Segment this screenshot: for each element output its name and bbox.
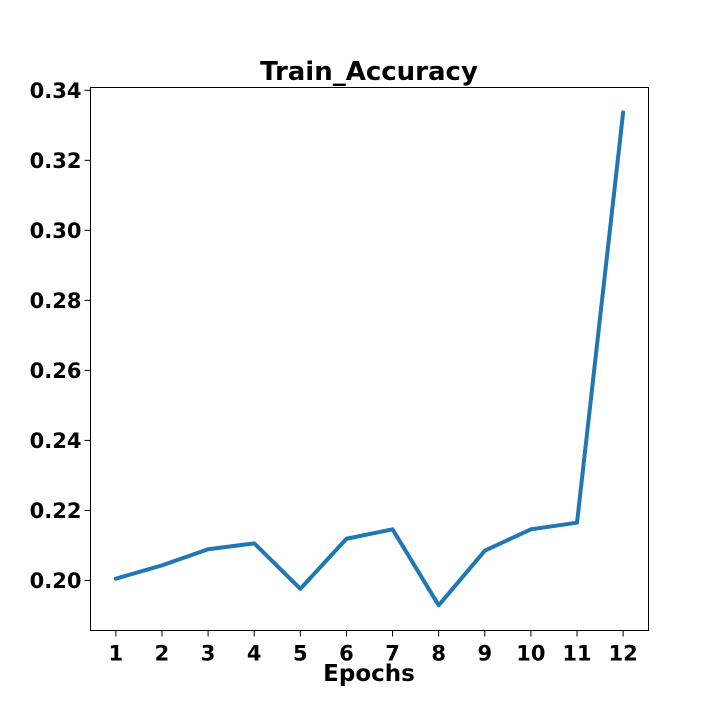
x-tick-label: 12 [609,642,638,666]
y-tick-label: 0.28 [30,289,82,313]
chart-title: Train_Accuracy [260,57,478,87]
x-tick-label: 10 [516,642,545,666]
x-tick-label: 5 [293,642,308,666]
x-tick-label: 4 [247,642,262,666]
x-tick-label: 3 [201,642,216,666]
x-axis-label: Epochs [323,661,415,687]
x-tick-label: 11 [562,642,591,666]
x-tick-label: 6 [339,642,354,666]
y-tick-label: 0.30 [30,219,82,243]
x-tick-label: 9 [477,642,492,666]
y-tick-label: 0.26 [30,359,82,383]
y-tick-label: 0.32 [30,149,82,173]
y-tick-label: 0.34 [30,79,82,103]
x-axis-ticks: 1 2 3 4 5 6 7 8 9 10 11 12 [109,630,638,666]
x-tick-label: 1 [109,642,124,666]
x-tick-label: 8 [431,642,446,666]
y-axis-ticks: 0.20 0.22 0.24 0.26 0.28 0.30 0.32 0.34 [30,79,91,593]
y-tick-label: 0.20 [30,569,82,593]
series-line-0 [113,110,626,608]
y-tick-label: 0.24 [30,429,82,453]
plot-frame [90,87,649,631]
series-group [113,110,626,608]
y-tick-label: 0.22 [30,499,82,523]
x-tick-label: 2 [155,642,170,666]
x-tick-label: 7 [385,642,400,666]
